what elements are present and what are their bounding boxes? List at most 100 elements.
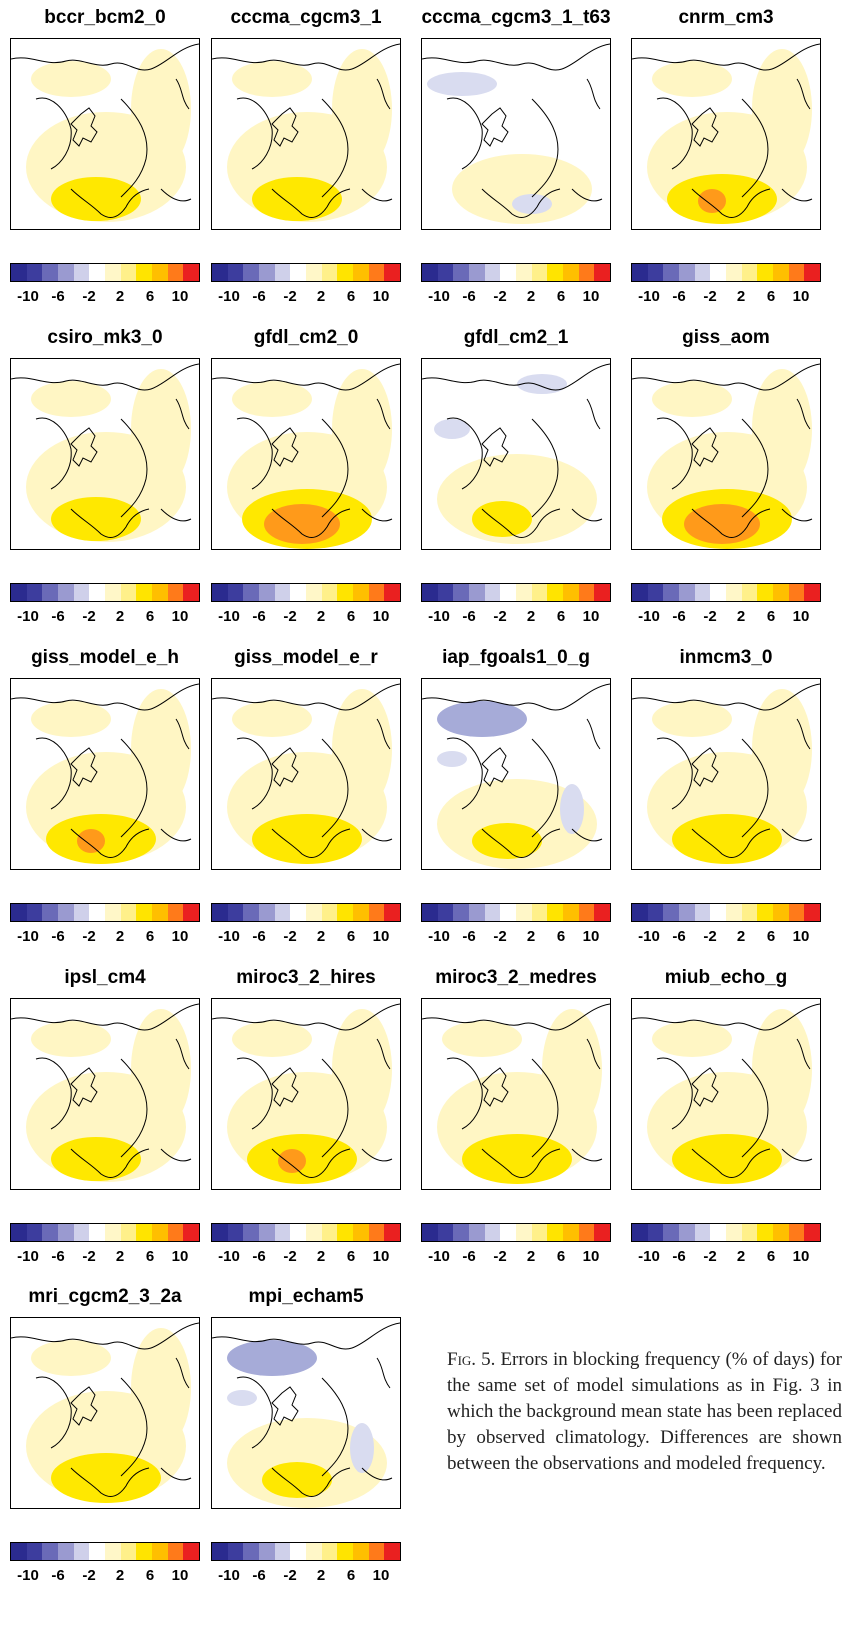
colorbar-segment (694, 584, 711, 601)
coastline-6 (361, 828, 393, 842)
colorbar-ticks: -10 -6 -2 2 6 10 (10, 927, 200, 947)
colorbar-segment (152, 1543, 168, 1560)
colorbar-segment (741, 904, 758, 921)
polar-map (631, 38, 821, 230)
polar-map-svg (11, 363, 199, 542)
colorbar-tick-label: 2 (526, 608, 536, 625)
colorbar-segment (437, 264, 454, 281)
colorbar (421, 263, 611, 282)
colorbar-tick-label: 6 (145, 288, 155, 305)
colorbar-tick-label: -2 (703, 608, 717, 625)
colorbar-tick-label: 2 (115, 608, 125, 625)
coastline-2 (236, 1057, 273, 1130)
polar-map (211, 1317, 401, 1509)
coastline-1 (212, 1322, 400, 1350)
colorbar (631, 263, 821, 282)
colorbar-segment (167, 584, 184, 601)
colorbar-segment (453, 584, 470, 601)
coastline-3 (70, 747, 98, 787)
colorbar-segment (306, 264, 322, 281)
colorbar-segment (183, 1543, 200, 1560)
colorbar-tick-label: 2 (115, 1567, 125, 1584)
colorbar-tick-label: -2 (493, 928, 507, 945)
colorbar-tick-label: -10 (428, 1248, 450, 1265)
coastline-3 (271, 1067, 299, 1107)
colorbar-tick-label: 10 (582, 608, 600, 625)
coastline-6 (781, 1148, 813, 1162)
panel-title: miroc3_2_medres (435, 967, 597, 988)
coastline-2 (656, 97, 693, 170)
colorbar-segment (384, 1543, 401, 1560)
colorbar-segment (469, 904, 485, 921)
coastline-7 (175, 398, 190, 430)
colorbar-tick-label: 10 (171, 1567, 189, 1584)
colorbar-tick-label: 6 (145, 1248, 155, 1265)
colorbar-tick-label: -10 (428, 608, 450, 625)
colorbar-segment (58, 264, 74, 281)
colorbar-tick-label: 2 (115, 928, 125, 945)
coastline-6 (571, 828, 603, 842)
colorbar-segment (136, 584, 153, 601)
coastline-7 (376, 1038, 391, 1070)
colorbar-tick-label: 6 (346, 1567, 356, 1584)
colorbar-ticks: -10 -6 -2 2 6 10 (211, 1247, 401, 1267)
colorbar-segment (152, 264, 168, 281)
colorbar-segment (26, 584, 43, 601)
coastline-5 (481, 828, 561, 858)
colorbar-tick-label: -2 (283, 608, 297, 625)
colorbar-segment (243, 1543, 260, 1560)
colorbar-tick-label: -6 (51, 288, 65, 305)
colorbar-segment (274, 264, 291, 281)
coastline-4 (531, 738, 559, 838)
coastline-2 (236, 1376, 273, 1449)
colorbar-tick-label: -2 (493, 608, 507, 625)
colorbar-segment (353, 264, 369, 281)
colorbar-segment (500, 584, 517, 601)
coastline-5 (481, 188, 561, 218)
polar-map (10, 678, 200, 870)
panel-title: miub_echo_g (664, 967, 788, 988)
colorbar-tick-label: 10 (792, 928, 810, 945)
colorbar-segment (183, 264, 200, 281)
colorbar-segment (120, 1224, 137, 1241)
colorbar-segment (726, 904, 742, 921)
colorbar-tick-label: 2 (736, 1248, 746, 1265)
anomaly-field-3 (232, 61, 312, 97)
colorbar-segment (773, 1224, 789, 1241)
coastline-5 (271, 1467, 351, 1497)
coastline-6 (160, 1148, 192, 1162)
colorbar-segment (710, 1224, 727, 1241)
coastline-4 (531, 98, 559, 198)
polar-map (10, 998, 200, 1190)
colorbar-segment (788, 904, 805, 921)
coastline-5 (271, 828, 351, 858)
colorbar-segment (788, 1224, 805, 1241)
colorbar-segment (89, 264, 106, 281)
coastline-2 (236, 417, 273, 490)
colorbar-segment (679, 264, 695, 281)
colorbar-segment (259, 904, 275, 921)
colorbar-tick-label: -10 (428, 928, 450, 945)
anomaly-field-2 (131, 689, 191, 809)
colorbar-segment (679, 904, 695, 921)
colorbar-segment (547, 904, 564, 921)
colorbar-tick-label: -2 (82, 928, 96, 945)
colorbar-tick-label: -2 (493, 288, 507, 305)
polar-map-svg (11, 1003, 199, 1182)
colorbar-ticks: -10 -6 -2 2 6 10 (10, 607, 200, 627)
coastline-6 (361, 1467, 393, 1481)
colorbar-segment (26, 264, 43, 281)
colorbar-tick-label: -2 (283, 1248, 297, 1265)
colorbar-segment (105, 904, 121, 921)
coastline-2 (35, 97, 72, 170)
colorbar-segment (73, 264, 90, 281)
anomaly-field-2 (332, 49, 392, 169)
colorbar-tick-label: 2 (115, 1248, 125, 1265)
colorbar-tick-label: 2 (526, 1248, 536, 1265)
colorbar-segment (167, 1543, 184, 1560)
colorbar-segment (422, 584, 438, 601)
anomaly-field-4 (51, 1453, 161, 1503)
coastline-6 (361, 508, 393, 522)
coastline-5 (481, 508, 561, 538)
colorbar-segment (484, 1224, 501, 1241)
